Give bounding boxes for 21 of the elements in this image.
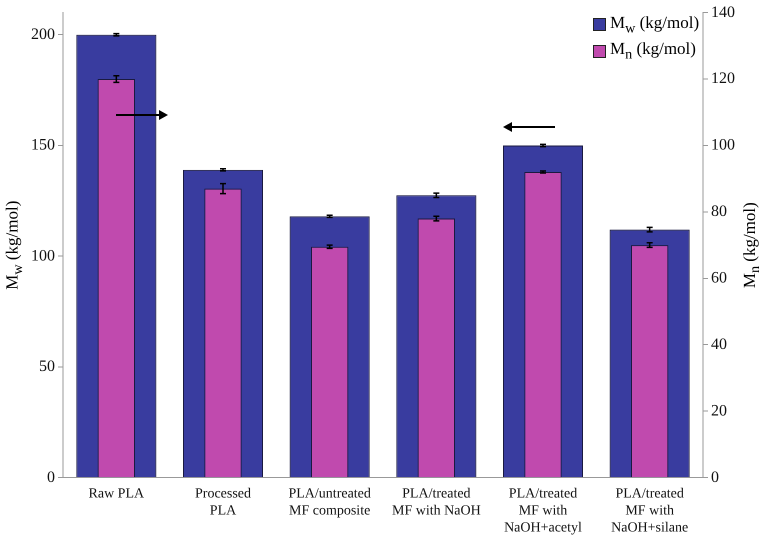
x-tick-label: Processed PLA [195, 486, 251, 518]
y-tick-label: 100 [31, 247, 55, 264]
y-tick-label: 0 [47, 468, 55, 486]
y2-tick-label: 80 [711, 203, 727, 220]
y2-tick-label: 120 [711, 70, 735, 88]
x-tick-label: PLA/untreated MF composite [288, 486, 371, 518]
y-tick-label: 50 [39, 358, 55, 376]
y-tick-label: 200 [31, 26, 55, 43]
y-tick-label: 150 [31, 136, 55, 154]
y2-tick-label: 140 [711, 4, 735, 21]
x-tick-label: PLA/treated MF with NaOH [392, 486, 481, 518]
x-tick-label: PLA/treated MF with NaOH+silane [611, 486, 688, 536]
y2-tick-label: 60 [711, 270, 727, 287]
x-tick-label: PLA/treated MF with NaOH+acetyl [504, 486, 582, 536]
x-tick-label: Raw PLA [88, 486, 146, 502]
y2-tick-label: 20 [711, 402, 727, 420]
y2-tick-label: 100 [711, 136, 735, 154]
y2-tick-label: 40 [711, 336, 727, 353]
legend-label: M$_{n}$ (kg/mol) [610, 38, 696, 64]
legend-label: M$_{w}$ (kg/mol) [610, 12, 700, 37]
y2-tick-label: 0 [711, 468, 719, 486]
